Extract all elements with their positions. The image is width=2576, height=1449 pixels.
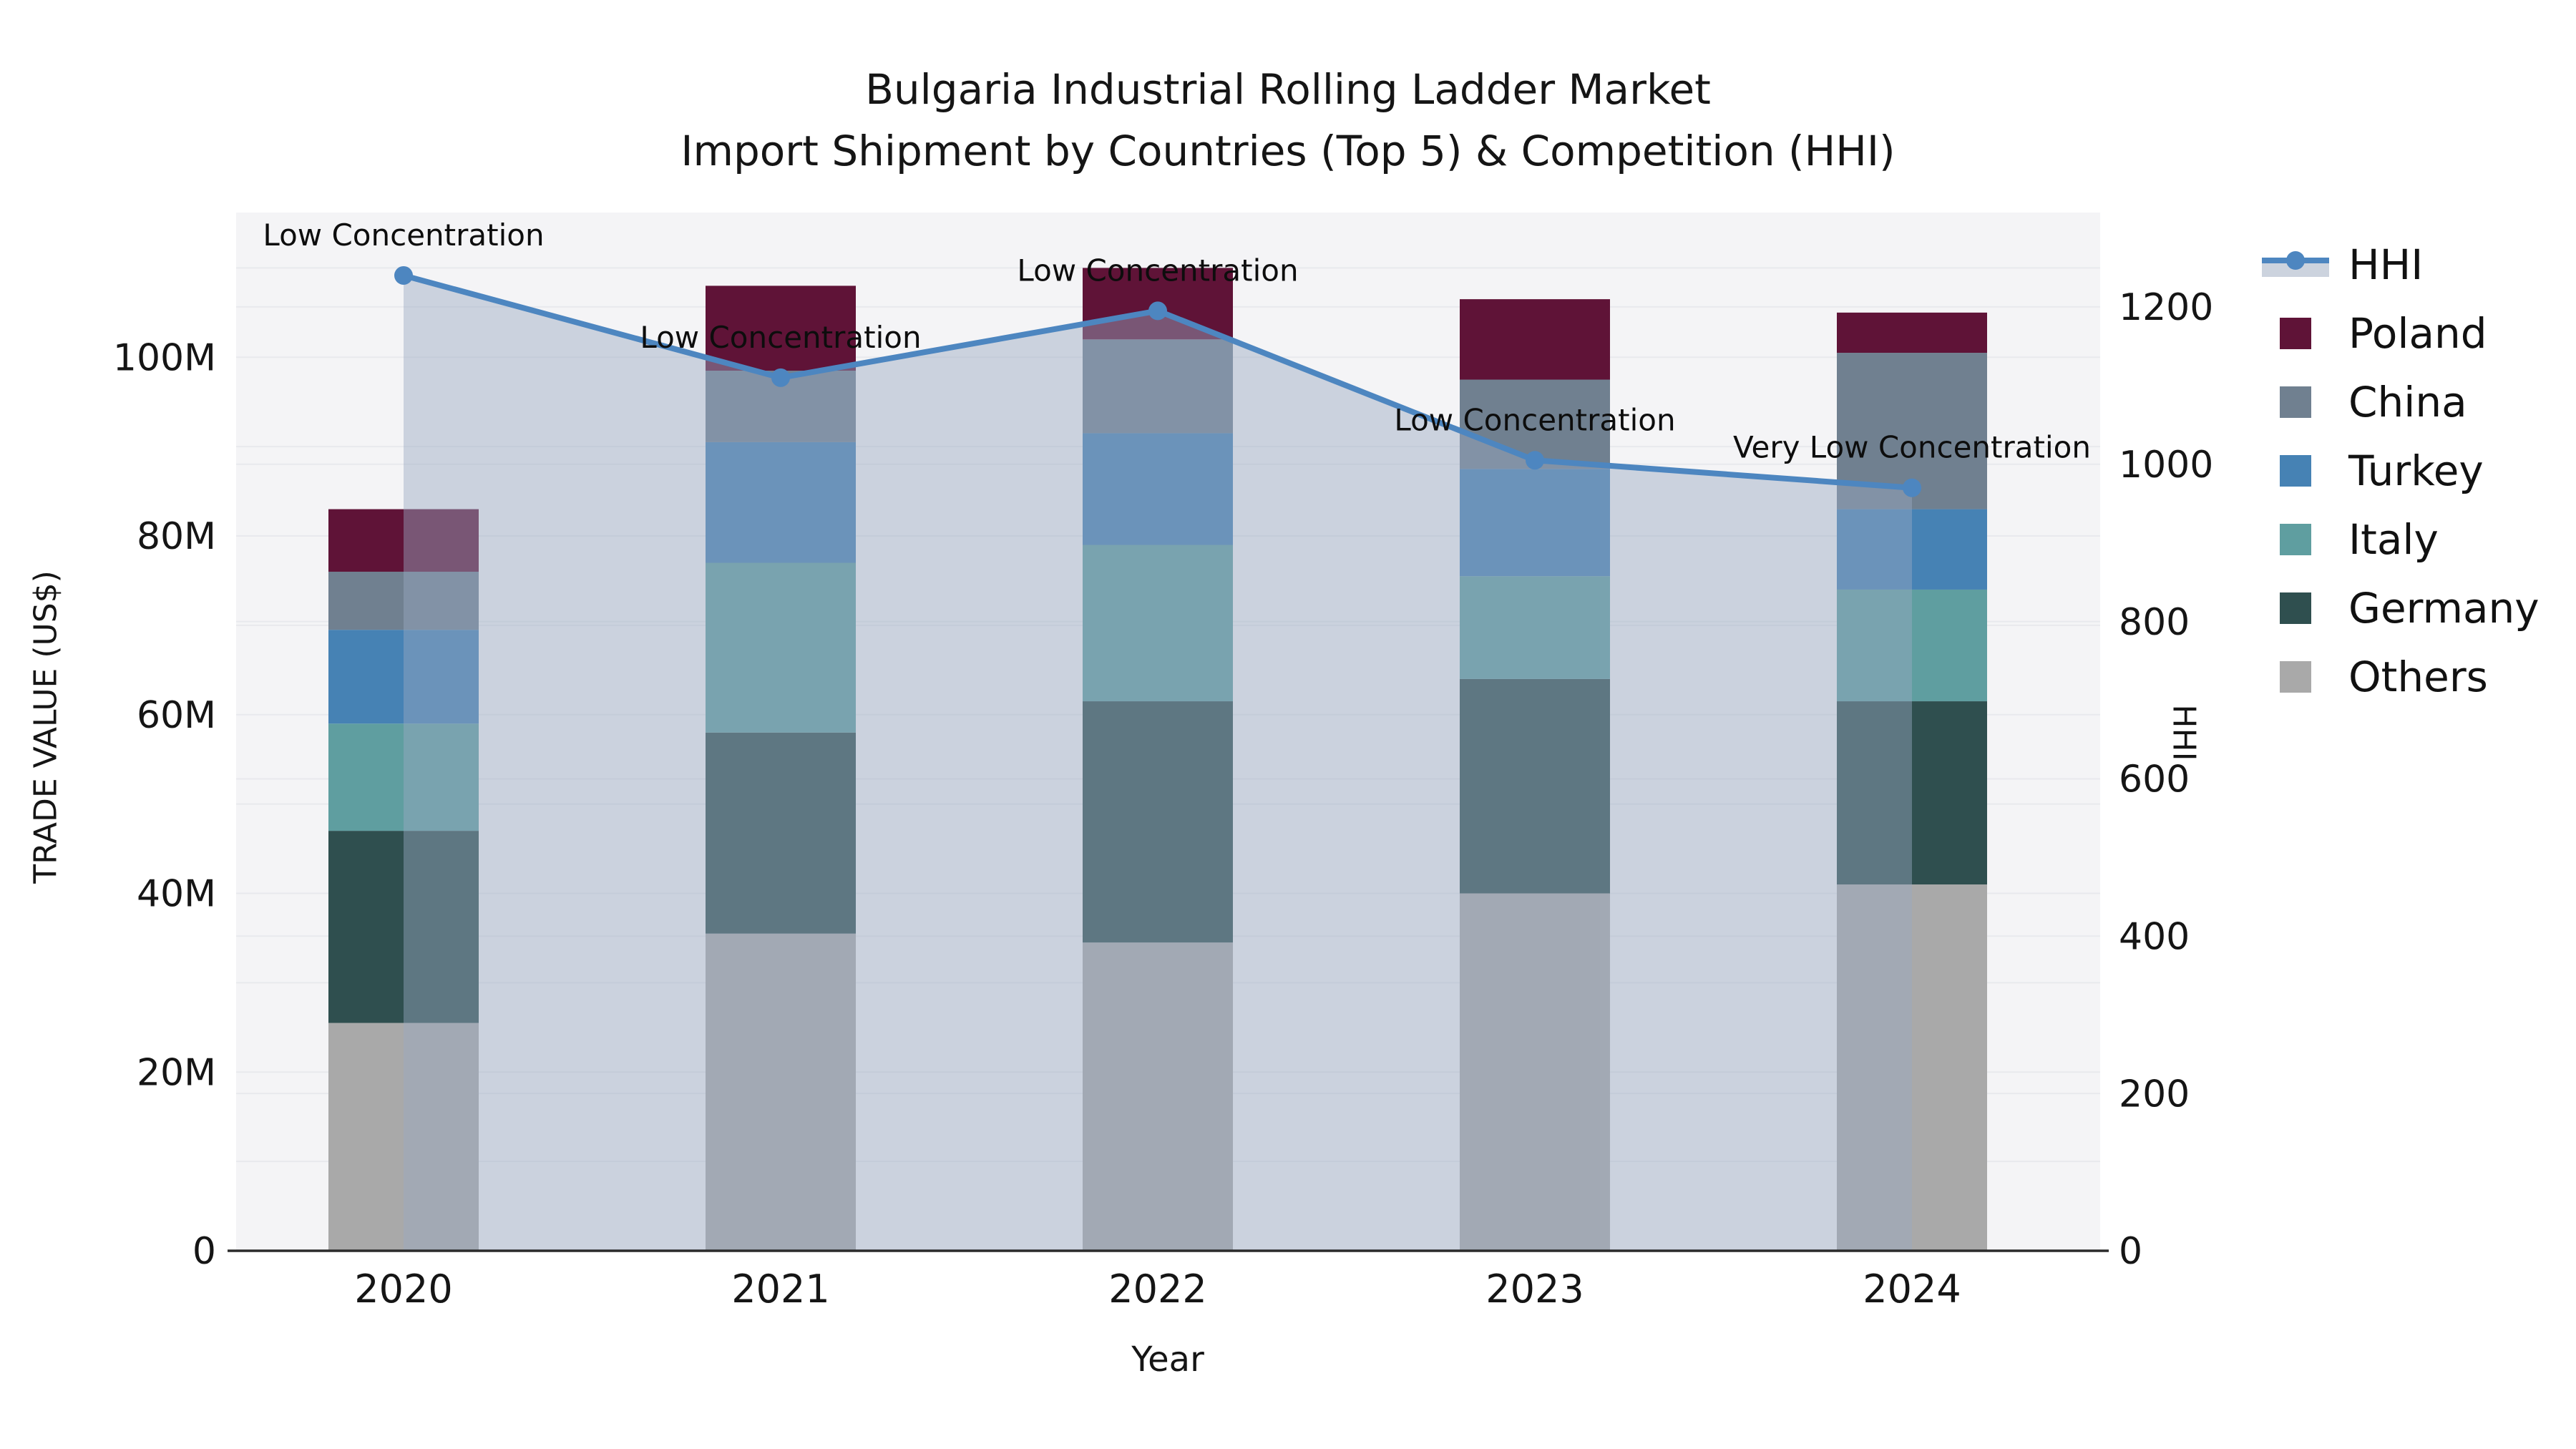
- legend-swatch-cell: [2261, 455, 2330, 487]
- bar-segment-2023-poland: [1460, 299, 1610, 380]
- legend-item-china: China: [2261, 368, 2540, 436]
- bar-segment-2020-turkey: [328, 630, 479, 724]
- legend-label-china: China: [2348, 378, 2467, 426]
- y-left-tick-0: 0: [192, 1230, 216, 1273]
- annotation-2021: Low Concentration: [640, 320, 921, 355]
- y-right-tick-400: 400: [2119, 916, 2190, 959]
- legend-color-swatch-italy: [2280, 524, 2311, 555]
- bar-segment-2024-poland: [1837, 312, 1987, 353]
- bar-segment-2024-germany: [1837, 701, 1987, 885]
- annotation-2022: Low Concentration: [1017, 253, 1298, 288]
- legend-color-swatch-turkey: [2280, 455, 2311, 487]
- bar-segment-2022-turkey: [1083, 433, 1233, 545]
- y-right-tick-600: 600: [2119, 758, 2190, 801]
- annotation-2024: Very Low Concentration: [1733, 430, 2091, 465]
- y-axis-title-right: HHI: [2165, 704, 2202, 761]
- legend-color-swatch-others: [2280, 661, 2311, 693]
- y-right-tick-800: 800: [2119, 601, 2190, 644]
- y-left-tick-80M: 80M: [137, 515, 216, 558]
- hhi-line-key-icon: [2262, 248, 2329, 281]
- bar-segment-2020-china: [328, 571, 479, 630]
- legend-label-others: Others: [2348, 653, 2488, 701]
- bar-segment-2024-others: [1837, 884, 1987, 1251]
- legend-swatch-cell: [2261, 592, 2330, 624]
- y-left-tick-40M: 40M: [137, 873, 216, 916]
- legend-color-swatch-germany: [2280, 592, 2311, 624]
- legend-label-turkey: Turkey: [2348, 447, 2484, 495]
- bar-segment-2020-others: [328, 1023, 479, 1251]
- y-right-tick-0: 0: [2119, 1230, 2142, 1273]
- legend-swatch-cell: [2261, 524, 2330, 555]
- legend-label-germany: Germany: [2348, 584, 2540, 633]
- x-tick-2023: 2023: [1485, 1267, 1584, 1312]
- x-tick-2024: 2024: [1863, 1267, 1961, 1312]
- bar-segment-2021-others: [706, 933, 856, 1251]
- x-tick-2020: 2020: [354, 1267, 452, 1312]
- hhi-marker-2021: [771, 368, 790, 387]
- legend-swatch-cell: [2261, 318, 2330, 349]
- bar-segment-2021-italy: [706, 562, 856, 733]
- legend-item-turkey: Turkey: [2261, 436, 2540, 505]
- hhi-marker-2020: [394, 265, 413, 285]
- legend-color-swatch-poland: [2280, 318, 2311, 349]
- y-right-tick-1000: 1000: [2119, 444, 2213, 487]
- bar-segment-2022-germany: [1083, 701, 1233, 943]
- y-left-tick-60M: 60M: [137, 694, 216, 737]
- bar-segment-2023-turkey: [1460, 469, 1610, 577]
- hhi-marker-2022: [1148, 301, 1167, 321]
- legend-swatch-cell: [2261, 248, 2330, 281]
- bar-segment-2020-italy: [328, 723, 479, 831]
- bar-segment-2022-others: [1083, 942, 1233, 1251]
- x-axis-title: Year: [1131, 1340, 1204, 1380]
- x-tick-2021: 2021: [731, 1267, 829, 1312]
- hhi-marker-2024: [1903, 478, 1921, 497]
- bar-segment-2023-germany: [1460, 678, 1610, 894]
- annotation-2020: Low Concentration: [263, 218, 544, 253]
- legend-item-germany: Germany: [2261, 574, 2540, 643]
- bar-segment-2024-turkey: [1837, 509, 1987, 590]
- bar-segment-2021-germany: [706, 732, 856, 934]
- hhi-area-fill: [404, 275, 1912, 1251]
- legend-label-italy: Italy: [2348, 515, 2439, 564]
- y-left-tick-20M: 20M: [137, 1051, 216, 1094]
- legend-label-poland: Poland: [2348, 309, 2487, 358]
- x-tick-2022: 2022: [1108, 1267, 1206, 1312]
- legend-label-hhi: HHI: [2348, 240, 2424, 289]
- legend-swatch-cell: [2261, 661, 2330, 693]
- legend-item-italy: Italy: [2261, 505, 2540, 574]
- bar-segment-2023-italy: [1460, 576, 1610, 679]
- bar-segment-2022-italy: [1083, 545, 1233, 702]
- bar-segment-2022-china: [1083, 339, 1233, 434]
- hhi-marker-2023: [1526, 451, 1544, 470]
- legend-swatch-cell: [2261, 386, 2330, 418]
- legend-item-others: Others: [2261, 643, 2540, 711]
- bar-segment-2024-italy: [1837, 589, 1987, 702]
- chart-subtitle: Import Shipment by Countries (Top 5) & C…: [680, 127, 1896, 175]
- bar-segment-2023-others: [1460, 893, 1610, 1251]
- legend-color-swatch-china: [2280, 386, 2311, 418]
- bar-segment-2020-germany: [328, 831, 479, 1023]
- bar-segment-2021-turkey: [706, 441, 856, 563]
- y-right-tick-1200: 1200: [2119, 286, 2213, 329]
- chart-title: Bulgaria Industrial Rolling Ladder Marke…: [865, 65, 1711, 114]
- legend: HHI Poland China Turkey Italy Germany Others: [2261, 230, 2540, 711]
- bar-segment-2020-poland: [328, 509, 479, 572]
- y-axis-title-left: TRADE VALUE (US$): [27, 570, 64, 884]
- legend-item-poland: Poland: [2261, 299, 2540, 368]
- bar-segment-2021-poland: [706, 286, 856, 371]
- legend-item-hhi: HHI: [2261, 230, 2540, 299]
- annotation-2023: Low Concentration: [1394, 402, 1675, 437]
- y-right-tick-200: 200: [2119, 1073, 2190, 1116]
- y-left-tick-100M: 100M: [113, 336, 216, 379]
